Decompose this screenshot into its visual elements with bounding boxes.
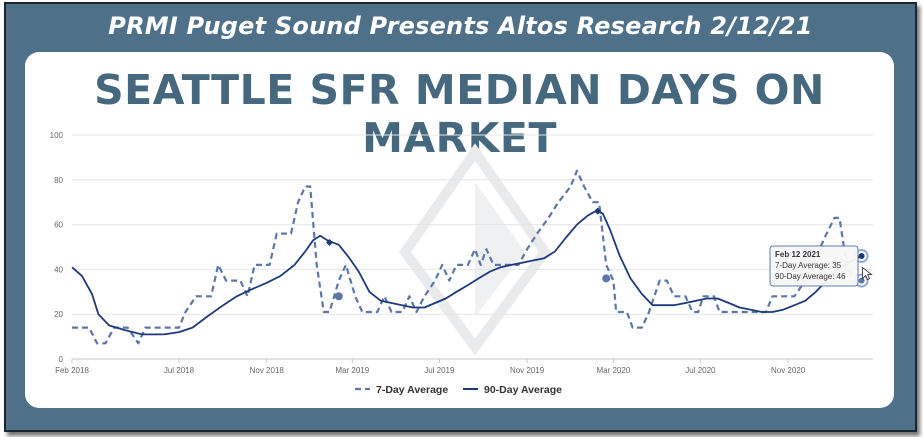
y-tick-label: 60	[54, 221, 63, 230]
x-tick-label: Nov 2020	[771, 366, 806, 375]
x-tick-label: Feb 2018	[55, 366, 89, 375]
hover-point-90-day-core	[858, 252, 865, 259]
data-point-marker	[325, 239, 333, 247]
x-tick-label: Jul 2018	[164, 366, 195, 375]
chart-title: SEATTLE SFR MEDIAN DAYS ON MARKET	[94, 66, 825, 162]
x-tick-label: Nov 2019	[510, 366, 545, 375]
hover-markers	[325, 207, 873, 301]
series-lines	[71, 169, 863, 345]
slide-frame: PRMI Puget Sound Presents Altos Research…	[4, 2, 917, 432]
data-point-marker	[334, 292, 343, 301]
tooltip-box	[769, 245, 859, 287]
x-tick-label: Jul 2020	[685, 366, 716, 375]
watermark-shape	[475, 182, 525, 317]
tooltip-value: 90-Day Average: 46	[775, 272, 846, 281]
series-7-day-average	[72, 169, 862, 345]
x-tick-label: Mar 2019	[335, 366, 369, 375]
watermark-logo	[398, 143, 552, 356]
legend: 7-Day Average 90-Day Average	[355, 384, 562, 396]
legend-label-7-day[interactable]: 7-Day Average	[376, 384, 448, 396]
y-axis-ticks: 0 20 40 60 80 100	[50, 131, 64, 364]
y-tick-label: 80	[54, 176, 63, 185]
data-point-marker	[594, 207, 602, 215]
watermark-shape	[398, 143, 552, 356]
legend-label-90-day[interactable]: 90-Day Average	[484, 384, 562, 396]
y-tick-label: 40	[54, 265, 63, 274]
grid-lines	[72, 134, 873, 360]
mouse-cursor-icon	[862, 266, 873, 281]
tooltip: Feb 12 2021 7-Day Average: 35 90-Day Avera…	[769, 245, 859, 287]
chart-card: SEATTLE SFR MEDIAN DAYS ON MARKET 0 20 40 6…	[25, 52, 894, 408]
x-tick-label: Jul 2019	[424, 366, 455, 375]
hover-point-7-day-core	[858, 277, 865, 284]
banner-title: PRMI Puget Sound Presents Altos Research…	[108, 12, 813, 40]
y-tick-label: 100	[50, 131, 64, 140]
series-90-day-average	[71, 210, 863, 336]
tooltip-date: Feb 12 2021	[775, 250, 821, 259]
x-tick-label: Nov 2018	[250, 366, 285, 375]
line-chart: 0 20 40 60 80 100 Feb 2018 Jul 2018 Nov 2018 Mar…	[50, 131, 873, 396]
y-tick-label: 0	[59, 355, 64, 364]
x-tick-label: Mar 2020	[596, 366, 630, 375]
tooltip-value: 7-Day Average: 35	[775, 261, 842, 270]
x-axis-ticks: Feb 2018 Jul 2018 Nov 2018 Mar 2019 Jul 2019…	[55, 359, 806, 375]
data-point-marker	[602, 274, 611, 283]
y-tick-label: 20	[54, 310, 63, 319]
